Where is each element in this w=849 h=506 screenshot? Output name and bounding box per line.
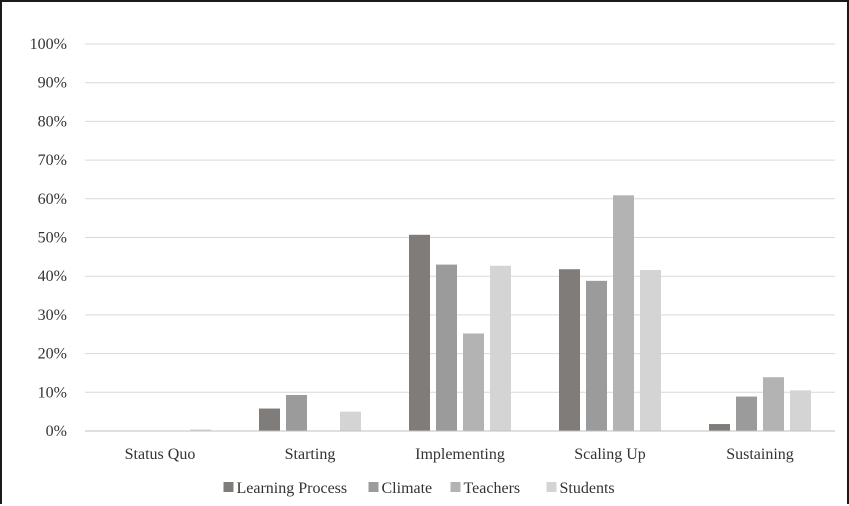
y-tick-label: 70% [38, 152, 67, 169]
bar [436, 264, 457, 431]
y-tick-label: 10% [38, 384, 67, 401]
y-tick-label: 60% [38, 191, 67, 208]
x-category-label: Starting [285, 446, 336, 463]
y-tick-label: 0% [46, 423, 67, 440]
bar [463, 333, 484, 431]
bar [709, 424, 730, 431]
legend-label: Students [560, 480, 615, 497]
bar [790, 390, 811, 431]
bar [763, 377, 784, 431]
x-category-label: Status Quo [125, 446, 196, 463]
legend-swatch [368, 482, 379, 492]
x-category-label: Sustaining [726, 446, 794, 463]
legend-label: Climate [382, 480, 433, 497]
x-axis-categories: Status Quo Starting Implementing Scaling Up… [125, 446, 794, 463]
legend-label: Teachers [464, 480, 521, 497]
legend-swatch [450, 482, 461, 492]
bar [259, 408, 280, 431]
bars [190, 195, 811, 431]
legend-swatch [223, 482, 234, 492]
bar [559, 269, 580, 431]
bar [409, 234, 430, 431]
y-tick-label: 100% [30, 36, 67, 53]
x-category-label: Scaling Up [574, 446, 646, 463]
y-axis-ticks: 0% 10% 20% 30% 40% 50% 60% 70% 80% 90% 100% [30, 36, 67, 440]
bar [490, 265, 511, 431]
legend: Learning Process Climate Teachers Students [223, 480, 615, 497]
legend-swatch [546, 482, 557, 492]
bar [190, 429, 211, 431]
bar [340, 411, 361, 431]
gridlines [85, 43, 835, 393]
bar [736, 396, 757, 431]
y-tick-label: 90% [38, 75, 67, 92]
y-tick-label: 40% [38, 268, 67, 285]
y-tick-label: 30% [38, 307, 67, 324]
bar [586, 280, 607, 431]
x-category-label: Implementing [415, 446, 505, 463]
y-tick-label: 80% [38, 113, 67, 130]
bar [640, 270, 661, 431]
y-tick-label: 50% [38, 230, 67, 247]
legend-label: Learning Process [237, 480, 348, 497]
y-tick-label: 20% [38, 346, 67, 363]
bar [286, 395, 307, 431]
bar [613, 195, 634, 431]
